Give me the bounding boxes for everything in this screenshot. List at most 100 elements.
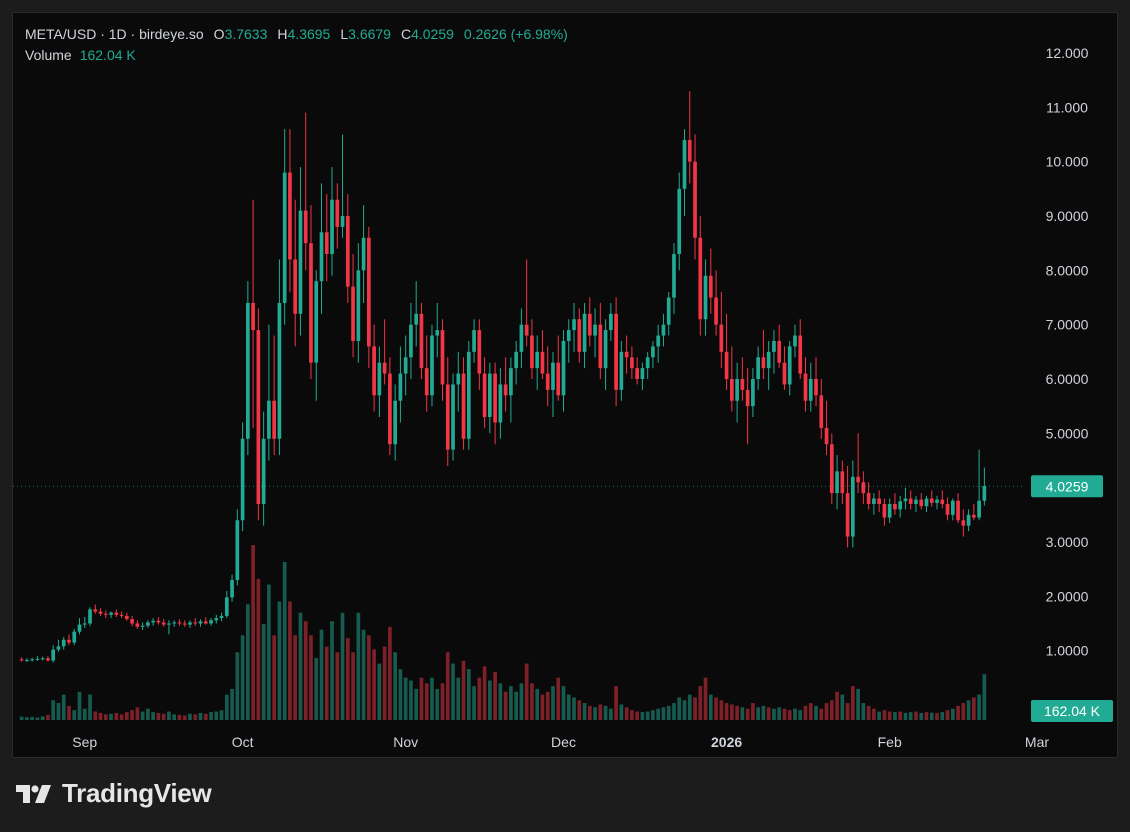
candle-body: [535, 351, 540, 369]
volume-bar: [814, 705, 818, 720]
candle-body: [109, 612, 113, 615]
symbol-title[interactable]: META/USD · 1D · birdeye.so: [25, 26, 204, 42]
candle-body: [829, 444, 834, 494]
open-value: 3.7633: [224, 26, 268, 42]
candle: [672, 243, 676, 314]
candle: [435, 302, 440, 358]
candle-body: [256, 330, 261, 504]
candle-body: [46, 658, 50, 661]
candle-body: [188, 622, 192, 625]
candle: [924, 495, 929, 513]
candle-body: [356, 270, 361, 341]
candle-body: [35, 658, 40, 660]
candle: [319, 183, 324, 314]
change-value: 0.2626 (+6.98%): [463, 26, 568, 42]
candle: [393, 384, 397, 461]
candle: [898, 495, 903, 518]
candle-body: [682, 139, 687, 189]
candle: [730, 346, 734, 412]
price-axis[interactable]: 12.000 11.000 10.000 9.0000 8.0000 7.0000 6.00…: [1046, 45, 1089, 713]
time-axis[interactable]: Sep Oct Nov Dec 2026 Feb Mar: [72, 734, 1049, 750]
volume-bar: [203, 713, 208, 720]
high-label: H: [277, 26, 288, 42]
candle: [530, 319, 534, 379]
volume-bar: [882, 710, 887, 720]
candle-body: [698, 237, 703, 320]
volume-bar: [267, 584, 271, 720]
candle-body: [103, 613, 108, 615]
volume-bar: [398, 669, 403, 720]
candle: [772, 330, 776, 374]
candlestick-chart[interactable]: 12.000 11.000 10.000 9.0000 8.0000 7.0000 6.00…: [13, 13, 1118, 758]
candle-body: [845, 493, 850, 537]
volume-bar: [961, 703, 966, 720]
candle: [935, 495, 939, 510]
volume-bar: [361, 629, 366, 720]
volume-bar: [672, 703, 676, 720]
candle: [340, 134, 345, 238]
candle: [803, 357, 808, 412]
candle: [398, 346, 403, 423]
volume-bar: [603, 705, 608, 720]
candle-body: [309, 243, 313, 363]
volume-bar: [277, 601, 282, 720]
candle-body: [866, 493, 871, 504]
candle: [619, 340, 624, 401]
candle: [845, 465, 850, 548]
volume-bar: [898, 711, 903, 720]
candle: [603, 319, 608, 390]
candle: [424, 335, 429, 412]
candle-body: [950, 500, 955, 515]
candle-body: [345, 216, 350, 287]
candle: [656, 324, 661, 363]
volume-bar: [756, 707, 760, 720]
candle: [356, 243, 361, 363]
volume-bar: [551, 686, 555, 720]
candle: [682, 129, 687, 216]
candle-body: [298, 210, 303, 314]
candle-body: [382, 362, 387, 374]
candle-body: [945, 503, 950, 515]
tradingview-footer[interactable]: TradingView: [16, 778, 212, 809]
candle: [787, 340, 792, 396]
candle: [593, 308, 597, 358]
volume-bar: [877, 711, 881, 720]
time-tick-label: 2026: [711, 734, 742, 750]
volume-bar: [272, 635, 276, 720]
candle-body: [130, 619, 134, 624]
volume-bar: [656, 708, 661, 720]
candle-body: [977, 500, 981, 518]
candle-body: [966, 514, 971, 526]
candle-body: [872, 498, 876, 504]
candle: [93, 604, 98, 614]
candle-body: [787, 346, 792, 385]
candle: [503, 357, 508, 412]
volume-bar: [687, 694, 692, 720]
candle-body: [330, 199, 334, 255]
candle: [582, 302, 587, 369]
volume-badge-label: 162.04 K: [1044, 703, 1101, 719]
volume-bar: [766, 707, 771, 720]
chart-container[interactable]: 12.000 11.000 10.000 9.0000 8.0000 7.0000 6.00…: [12, 12, 1118, 758]
candle-body: [824, 427, 829, 445]
candle-body: [514, 351, 518, 369]
volume-bar: [493, 672, 497, 720]
volume-bar: [377, 663, 382, 720]
candle: [256, 308, 261, 521]
candle-body: [430, 335, 434, 396]
candle: [614, 297, 618, 407]
volume-bar: [193, 714, 198, 720]
candle: [966, 509, 971, 532]
candle-body: [851, 476, 855, 537]
candle-body: [687, 139, 692, 162]
candle-body: [419, 313, 424, 369]
candle: [488, 362, 492, 434]
volume-bar: [488, 680, 492, 720]
candle: [267, 324, 271, 461]
volume-bar: [230, 688, 234, 720]
candle: [40, 656, 45, 661]
volume-bar: [545, 691, 550, 720]
candle-body: [893, 503, 897, 510]
candle-body: [556, 362, 561, 396]
candle-body: [303, 210, 308, 244]
